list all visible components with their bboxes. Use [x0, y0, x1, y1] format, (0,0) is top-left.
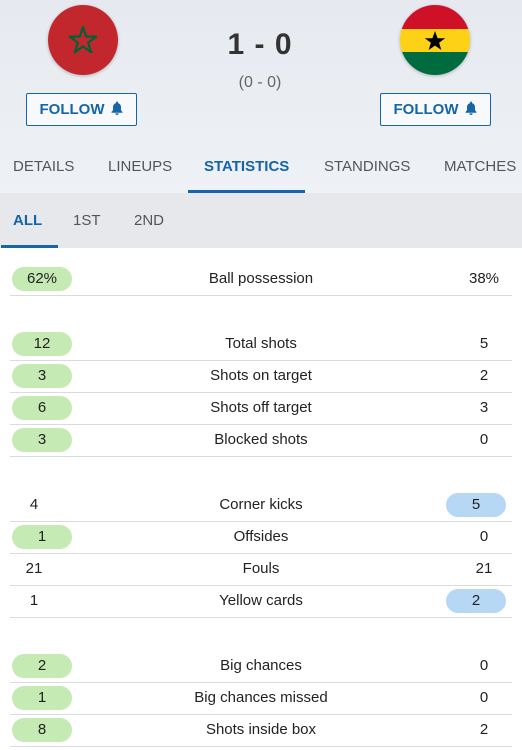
stat-home-value: 8: [12, 718, 72, 742]
follow-away-button[interactable]: FOLLOW: [380, 93, 491, 126]
stat-home-value: 2: [12, 654, 72, 678]
stat-away-value: 5: [479, 335, 489, 352]
follow-home-button[interactable]: FOLLOW: [26, 93, 137, 126]
stat-label: Ball possession: [208, 270, 314, 287]
morocco-flag-icon[interactable]: [48, 5, 118, 75]
stat-home-value: 3: [12, 428, 72, 452]
stat-row-ball-possession: 62% Ball possession 38%: [10, 263, 512, 296]
stat-row-shots-off-target: 6 Shots off target 3: [10, 392, 512, 425]
stat-label: Yellow cards: [219, 592, 303, 609]
match-score: 1 - 0: [227, 28, 293, 61]
stat-label: Shots on target: [210, 367, 312, 384]
stat-row-offsides: 1 Offsides 0: [10, 521, 512, 554]
stat-away-value: 2: [479, 367, 489, 384]
stat-row-fouls: 21 Fouls 21: [10, 553, 512, 586]
period-tab-all[interactable]: ALL: [0, 193, 59, 248]
stat-label: Blocked shots: [214, 431, 308, 448]
stat-away-value: 0: [479, 528, 489, 545]
stat-away-value: 0: [479, 689, 489, 706]
stat-label: Corner kicks: [219, 496, 303, 513]
stat-away-value: 21: [475, 560, 493, 577]
stat-row-big-chances: 2 Big chances 0: [10, 650, 512, 683]
stat-home-value: 6: [12, 396, 72, 420]
stat-label: Fouls: [242, 560, 280, 577]
ghana-flag-icon[interactable]: [400, 5, 470, 75]
tab-lineups[interactable]: LINEUPS: [108, 158, 173, 175]
stat-home-value: 1: [29, 592, 39, 609]
period-tabs: ALL 1ST 2ND: [0, 193, 522, 248]
stat-label: Big chances: [220, 657, 302, 674]
tab-statistics[interactable]: STATISTICS: [187, 145, 306, 193]
stat-away-value: 3: [479, 399, 489, 416]
follow-away-label: FOLLOW: [393, 101, 459, 118]
stat-away-value: 2: [446, 589, 506, 613]
period-tab-2nd[interactable]: 2ND: [134, 212, 165, 229]
stat-label: Shots off target: [210, 399, 312, 416]
stat-away-value: 5: [446, 493, 506, 517]
match-header: 1 - 0 (0 - 0) FOLLOW FOLLOW DETAILS LINE…: [0, 0, 522, 193]
stat-away-value: 0: [479, 657, 489, 674]
stat-label: Big chances missed: [194, 689, 328, 706]
period-tab-1st[interactable]: 1ST: [73, 212, 101, 229]
bell-icon: [465, 101, 477, 119]
stat-row-yellow-cards: 1 Yellow cards 2: [10, 585, 512, 618]
stat-label: Shots inside box: [205, 721, 317, 738]
stat-home-value: 62%: [12, 267, 72, 291]
stat-home-value: 3: [12, 364, 72, 388]
stat-home-value: 21: [25, 560, 43, 577]
stat-row-shots-on-target: 3 Shots on target 2: [10, 360, 512, 393]
follow-home-label: FOLLOW: [39, 101, 105, 118]
half-time-score: (0 - 0): [238, 74, 282, 91]
bell-icon: [111, 101, 123, 119]
tab-matches[interactable]: MATCHES: [444, 158, 517, 175]
stat-row-total-shots: 12 Total shots 5: [10, 328, 512, 361]
tab-standings[interactable]: STANDINGS: [324, 158, 411, 175]
stat-away-value: 2: [479, 721, 489, 738]
tab-details[interactable]: DETAILS: [13, 158, 75, 175]
stat-row-corner-kicks: 4 Corner kicks 5: [10, 489, 512, 522]
stat-home-value: 1: [12, 686, 72, 710]
match-tabs: DETAILS LINEUPS STATISTICS STANDINGS MAT…: [0, 145, 522, 193]
stat-home-value: 12: [12, 332, 72, 356]
stat-row-shots-inside-box: 8 Shots inside box 2: [10, 714, 512, 747]
stat-home-value: 1: [12, 525, 72, 549]
stat-away-value: 38%: [468, 270, 500, 287]
stat-home-value: 4: [29, 496, 39, 513]
stat-away-value: 0: [479, 431, 489, 448]
stat-row-blocked-shots: 3 Blocked shots 0: [10, 424, 512, 457]
stat-label: Offsides: [233, 528, 289, 545]
stat-label: Total shots: [225, 335, 297, 352]
stat-row-big-chances-missed: 1 Big chances missed 0: [10, 682, 512, 715]
